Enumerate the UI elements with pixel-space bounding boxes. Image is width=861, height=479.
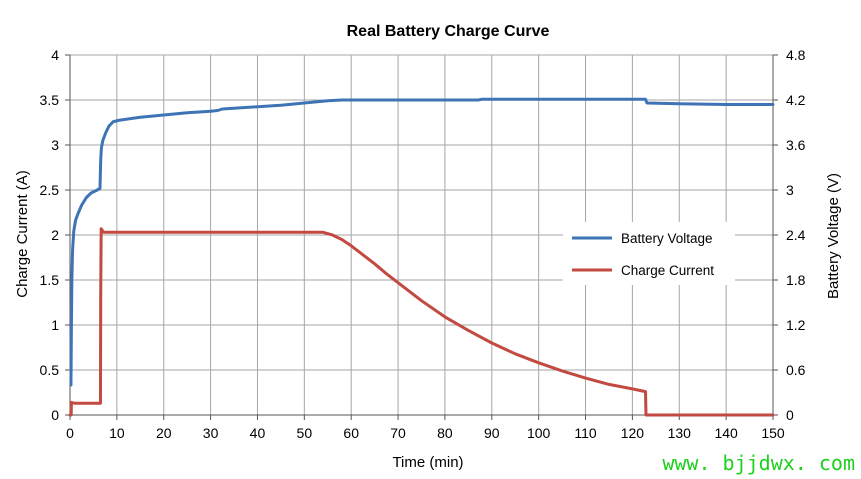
x-tick-label: 60 [343, 425, 359, 441]
legend: Battery Voltage Charge Current [563, 222, 735, 285]
y-tick-label-left: 3.5 [40, 92, 60, 108]
battery-voltage-line [69, 97, 775, 387]
y-tick-label-left: 2.5 [40, 182, 60, 198]
y-tick-label-left: 2 [51, 227, 59, 243]
watermark-text: www. bjjdwx. com [662, 451, 855, 475]
legend-item-charge-current: Charge Current [572, 263, 714, 278]
chart-title: Real Battery Charge Curve [347, 23, 550, 40]
x-tick-label: 30 [203, 425, 219, 441]
legend-label-battery-voltage: Battery Voltage [621, 231, 713, 246]
series-lines [68, 97, 775, 417]
y-tick-label-left: 0 [51, 407, 59, 423]
x-tick-label: 20 [156, 425, 172, 441]
x-tick-label: 0 [66, 425, 74, 441]
y-tick-label-left: 3 [51, 137, 59, 153]
legend-box [563, 222, 735, 285]
y-axis-title-left: Charge Current (A) [14, 170, 31, 298]
y-tick-label-left: 4 [51, 47, 59, 63]
y-tick-label-right: 3.6 [786, 137, 806, 153]
y-tick-label-right: 4.2 [786, 92, 806, 108]
y-tick-label-right: 2.4 [786, 227, 806, 243]
x-tick-label: 140 [714, 425, 738, 441]
x-tick-label: 100 [527, 425, 551, 441]
y-tick-label-right: 0 [786, 407, 794, 423]
x-tick-label: 50 [297, 425, 313, 441]
y-axis-title-right: Battery Voltage (V) [825, 173, 842, 299]
x-tick-label: 10 [109, 425, 125, 441]
y-tick-label-right: 3 [786, 182, 794, 198]
y-tick-label-left: 1.5 [40, 272, 60, 288]
legend-item-battery-voltage: Battery Voltage [572, 231, 713, 246]
legend-label-charge-current: Charge Current [621, 263, 714, 278]
y-tick-label-right: 4.8 [786, 47, 806, 63]
y-tick-label-right: 1.2 [786, 317, 806, 333]
x-tick-label: 90 [484, 425, 500, 441]
x-tick-label: 40 [250, 425, 266, 441]
charge-current-line [68, 227, 775, 417]
y-tick-label-left: 1 [51, 317, 59, 333]
x-tick-label: 130 [668, 425, 692, 441]
x-tick-label: 150 [761, 425, 785, 441]
y-tick-label-right: 0.6 [786, 362, 806, 378]
x-tick-label: 110 [574, 425, 597, 441]
x-tick-label: 120 [621, 425, 645, 441]
y-tick-label-left: 0.5 [40, 362, 60, 378]
x-tick-label: 80 [437, 425, 453, 441]
x-axis-title: Time (min) [392, 454, 463, 471]
x-tick-label: 70 [390, 425, 406, 441]
y-tick-label-right: 1.8 [786, 272, 806, 288]
